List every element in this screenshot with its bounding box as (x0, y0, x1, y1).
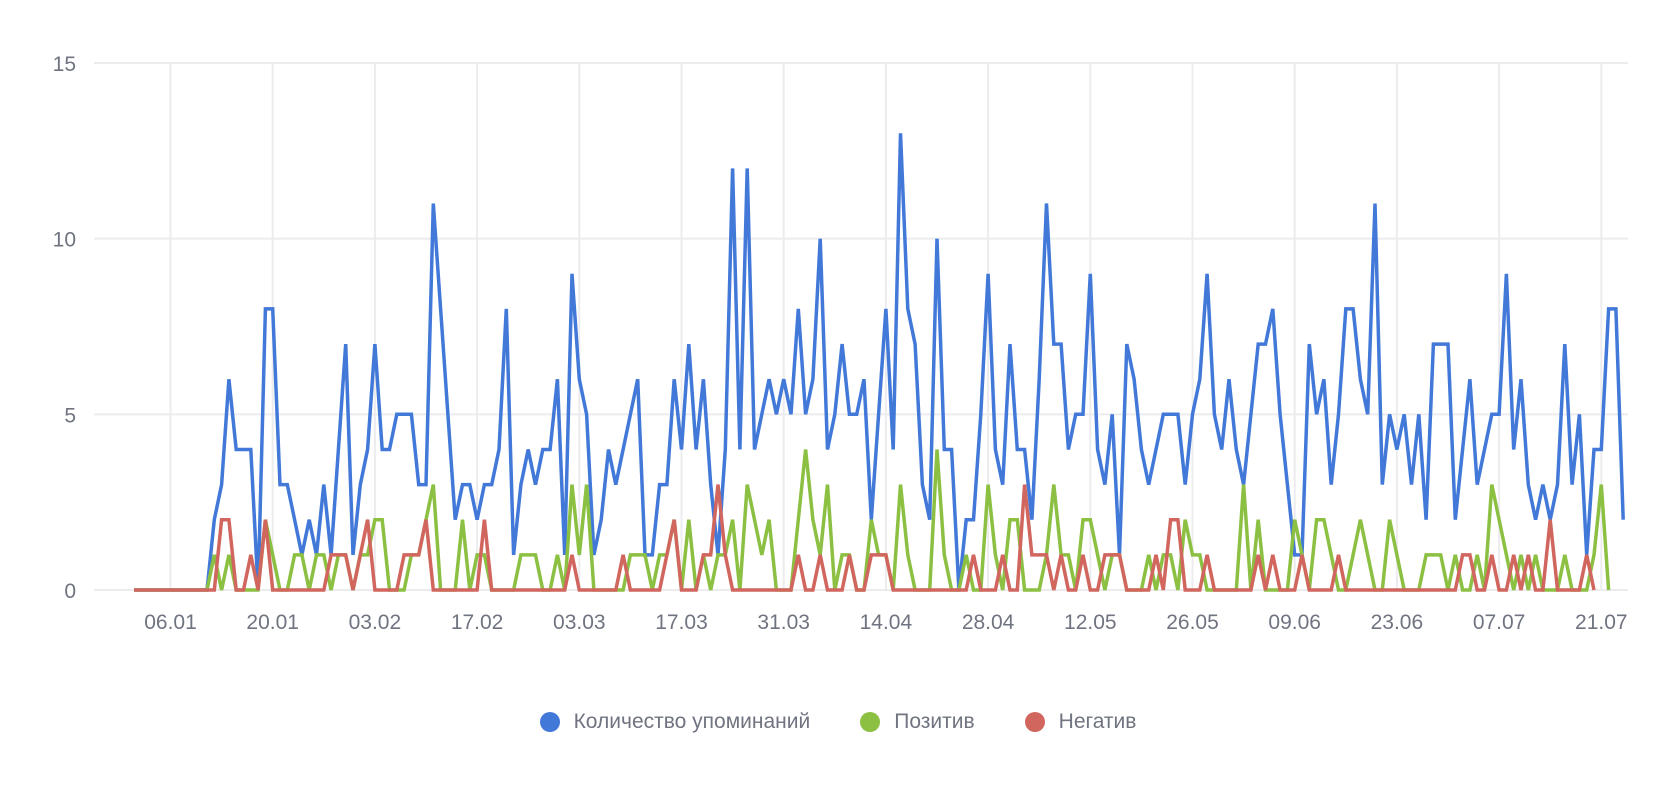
x-tick-label: 14.04 (860, 611, 913, 634)
legend-label: Количество упоминаний (573, 710, 811, 733)
series-line-0[interactable] (134, 133, 1625, 592)
x-tick-label: 17.03 (655, 611, 708, 634)
x-tick-label: 28.04 (962, 611, 1015, 634)
y-tick-label: 5 (64, 404, 76, 427)
x-tick-label: 20.01 (246, 611, 299, 634)
y-tick-label: 15 (53, 53, 76, 76)
grid-lines (94, 62, 1628, 591)
x-tick-label: 26.05 (1166, 611, 1219, 634)
y-tick-label: 10 (53, 229, 76, 252)
series-lines (134, 133, 1625, 592)
legend-dot-icon (1024, 712, 1045, 732)
y-axis-ticks: 0 5 10 15 (53, 53, 76, 603)
x-axis-ticks: 06.01 20.01 03.02 17.02 03.03 17.03 31.03 14.04… (144, 611, 1627, 634)
x-tick-label: 06.01 (144, 611, 197, 634)
x-tick-label: 17.02 (451, 611, 504, 634)
y-tick-label: 0 (64, 580, 76, 603)
x-tick-label: 12.05 (1064, 611, 1117, 634)
legend-dot-icon (539, 712, 560, 732)
x-tick-label: 21.07 (1575, 611, 1628, 634)
x-tick-label: 07.07 (1473, 611, 1526, 634)
x-tick-label: 09.06 (1268, 611, 1321, 634)
legend-item-negative[interactable]: Негатив (1024, 710, 1137, 734)
legend-item-positive[interactable]: Позитив (860, 710, 975, 734)
series-line-1[interactable] (134, 449, 1611, 592)
x-tick-label: 03.02 (349, 611, 402, 634)
legend-label: Негатив (1058, 710, 1137, 733)
x-tick-label: 03.03 (553, 611, 606, 634)
legend-dot-icon (860, 712, 881, 732)
x-tick-label: 23.06 (1371, 611, 1424, 634)
legend-item-mentions[interactable]: Количество упоминаний (539, 710, 811, 734)
x-tick-label: 31.03 (757, 611, 810, 634)
chart-legend: Количество упоминаний Позитив Негатив (0, 704, 1676, 740)
series-line-2[interactable] (134, 484, 1596, 592)
legend-label: Позитив (894, 710, 975, 733)
